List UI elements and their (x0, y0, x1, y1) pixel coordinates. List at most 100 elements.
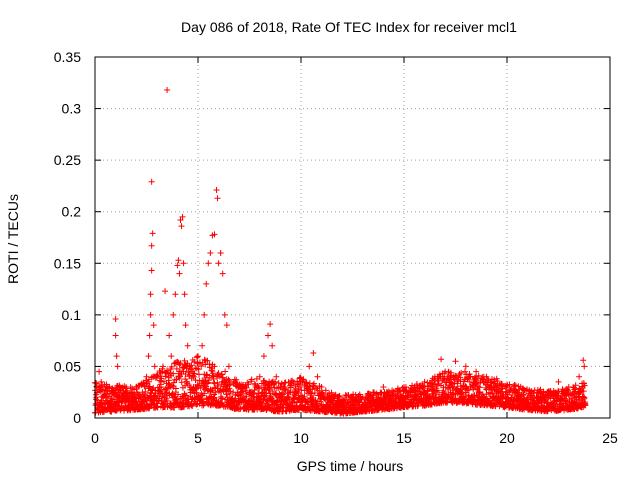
data-point (150, 322, 157, 329)
y-tick-label: 0 (73, 410, 81, 426)
data-point (370, 389, 377, 396)
dense-band-point (310, 382, 317, 389)
data-point (580, 357, 587, 364)
dense-band-point (170, 370, 177, 377)
data-point (178, 223, 185, 230)
dense-band-point (211, 363, 218, 370)
dense-band-point (112, 408, 119, 415)
dense-band-point (523, 395, 530, 402)
data-point (246, 389, 253, 396)
data-point (514, 389, 521, 396)
dense-band-point (256, 385, 263, 392)
y-axis-label: ROTI / TECUs (5, 194, 21, 284)
dense-band-point (142, 377, 149, 384)
dense-band-point (198, 363, 205, 370)
data-point (143, 373, 150, 380)
data-point (98, 378, 105, 385)
data-point (411, 384, 418, 391)
data-point (190, 373, 197, 380)
dense-band-point (260, 396, 267, 403)
data-point (421, 378, 428, 385)
data-point (298, 378, 304, 385)
x-tick-label: 5 (194, 430, 202, 446)
dense-band-point (308, 390, 315, 397)
dense-band-point (581, 382, 588, 389)
data-point (260, 353, 267, 360)
data-point (269, 342, 276, 349)
data-point (214, 195, 221, 202)
data-point (236, 384, 243, 391)
data-point (359, 394, 366, 401)
dense-band-point (454, 380, 461, 387)
data-point (172, 291, 179, 298)
dense-band-point (212, 389, 219, 396)
dense-band-point (177, 360, 184, 367)
dense-band-point (568, 395, 575, 402)
data-points (91, 87, 589, 417)
dense-band-point (582, 401, 589, 408)
dense-band-point (374, 391, 381, 398)
dense-band-point (192, 377, 199, 384)
data-point (565, 384, 572, 391)
dense-band-point (251, 387, 258, 394)
dense-band-point (335, 393, 342, 400)
data-point (176, 270, 183, 277)
data-point (116, 384, 123, 391)
data-point (438, 356, 445, 363)
dense-band-point (459, 386, 466, 393)
data-point (114, 363, 121, 370)
data-point (462, 363, 469, 370)
dense-band-point (201, 390, 208, 397)
data-point (166, 332, 173, 339)
data-point (148, 178, 155, 185)
data-point (108, 402, 115, 409)
data-point (96, 368, 103, 375)
data-point (175, 257, 182, 264)
dense-band-point (222, 368, 229, 375)
data-point (225, 363, 232, 370)
dense-band-point (336, 392, 343, 399)
axes (94, 56, 611, 419)
dense-band-point (215, 370, 222, 377)
data-point (215, 260, 222, 267)
dense-band-point (103, 381, 110, 388)
dense-band-point (93, 394, 100, 401)
dense-band-point (100, 401, 107, 408)
dense-band-point (467, 373, 474, 380)
data-point (170, 311, 177, 318)
data-point (205, 260, 212, 267)
data-point (122, 394, 129, 401)
data-point (129, 389, 136, 396)
dense-band-point (433, 385, 440, 392)
data-point (442, 368, 449, 375)
dense-band-point (181, 357, 188, 364)
data-point (273, 373, 280, 380)
dense-band-point (148, 374, 155, 381)
data-point (184, 342, 191, 349)
dense-band-point (224, 394, 231, 401)
data-point (534, 394, 541, 401)
data-point (380, 384, 387, 391)
dense-band-point (297, 383, 304, 390)
dense-band-point (164, 385, 171, 392)
dense-band-point (275, 380, 282, 387)
data-point (181, 291, 188, 298)
data-point (180, 260, 187, 267)
data-point (182, 322, 189, 329)
dense-band-point (272, 391, 279, 398)
data-point (401, 384, 407, 391)
dense-band-point (202, 386, 209, 393)
data-point (207, 249, 214, 256)
dense-band-point (169, 382, 176, 389)
data-point (199, 342, 206, 349)
data-point (314, 373, 321, 380)
y-tick-label: 0.35 (54, 49, 81, 65)
x-tick-label: 25 (602, 430, 618, 446)
data-point (113, 353, 120, 360)
dense-band-point (310, 380, 317, 387)
dense-band-point (378, 389, 385, 396)
data-point (133, 384, 140, 391)
data-point (555, 378, 562, 385)
dense-band-point (510, 383, 517, 390)
dense-band-point (167, 369, 174, 376)
